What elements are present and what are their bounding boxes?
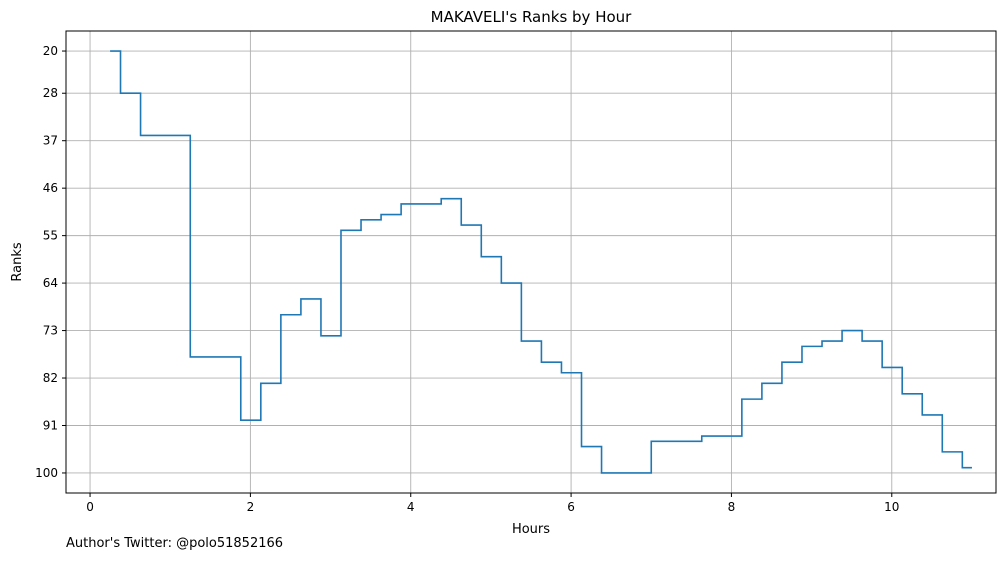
author-credit: Author's Twitter: @polo51852166 xyxy=(66,536,284,551)
y-tick-label: 20 xyxy=(43,44,58,58)
x-tick-label: 8 xyxy=(728,500,736,514)
chart-title: MAKAVELI's Ranks by Hour xyxy=(431,8,632,26)
y-tick-label: 37 xyxy=(43,134,58,148)
y-tick-label: 55 xyxy=(43,229,58,243)
y-tick-label: 28 xyxy=(43,86,58,100)
rank-step-line xyxy=(110,50,972,474)
y-tick-label: 91 xyxy=(43,418,58,432)
series-layer xyxy=(110,50,972,474)
y-tick-label: 46 xyxy=(43,181,58,195)
x-tick-label: 10 xyxy=(884,500,899,514)
plot-frame xyxy=(65,30,997,494)
y-tick-label: 73 xyxy=(43,324,58,338)
x-axis-label: Hours xyxy=(512,522,550,537)
y-tick-label: 82 xyxy=(43,371,58,385)
y-axis-label: Ranks xyxy=(10,242,25,281)
x-tick-label: 2 xyxy=(247,500,255,514)
x-tick-label: 4 xyxy=(407,500,415,514)
y-tick-label: 100 xyxy=(35,466,58,480)
grid xyxy=(66,31,996,493)
y-tick-label: 64 xyxy=(43,276,58,290)
x-tick-label: 6 xyxy=(567,500,575,514)
x-tick-label: 0 xyxy=(86,500,94,514)
